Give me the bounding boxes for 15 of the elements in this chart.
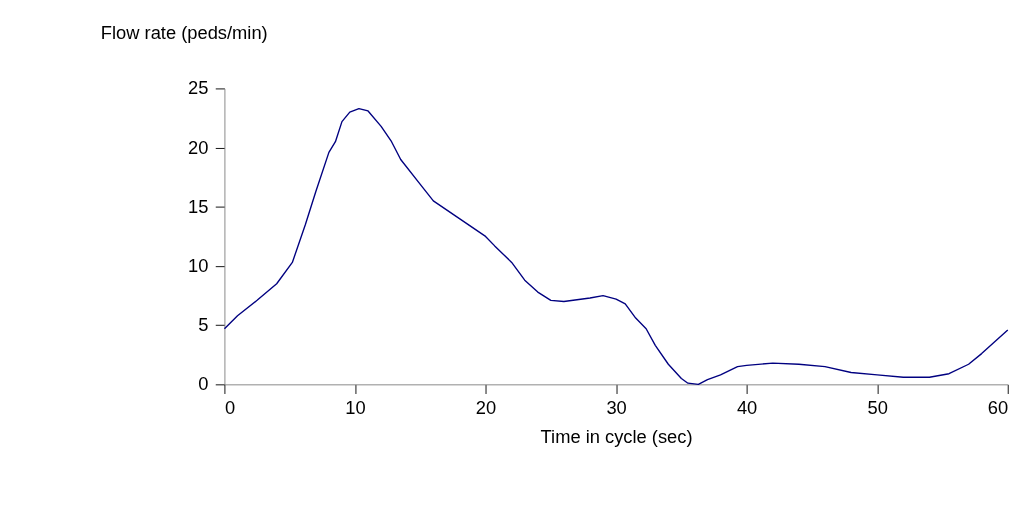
y-tick-label: 5 [198,314,209,336]
y-tick-label: 10 [188,254,209,276]
x-axis-title: Time in cycle (sec) [540,426,693,448]
x-tick-label: 0 [224,397,236,419]
x-tick-label: 20 [475,397,497,419]
x-tick-label: 30 [606,397,627,419]
x-tick-label: 40 [736,397,758,419]
y-tick-label: 15 [188,195,209,217]
x-tick-label: 60 [987,397,1009,419]
y-tick-label: 20 [188,136,209,158]
x-tick-label: 50 [867,397,888,419]
y-tick-label: 25 [188,77,209,99]
y-tick-label: 0 [198,373,209,395]
y-axis-title: Flow rate (peds/min) [100,21,268,43]
x-tick-label: 10 [345,397,366,419]
